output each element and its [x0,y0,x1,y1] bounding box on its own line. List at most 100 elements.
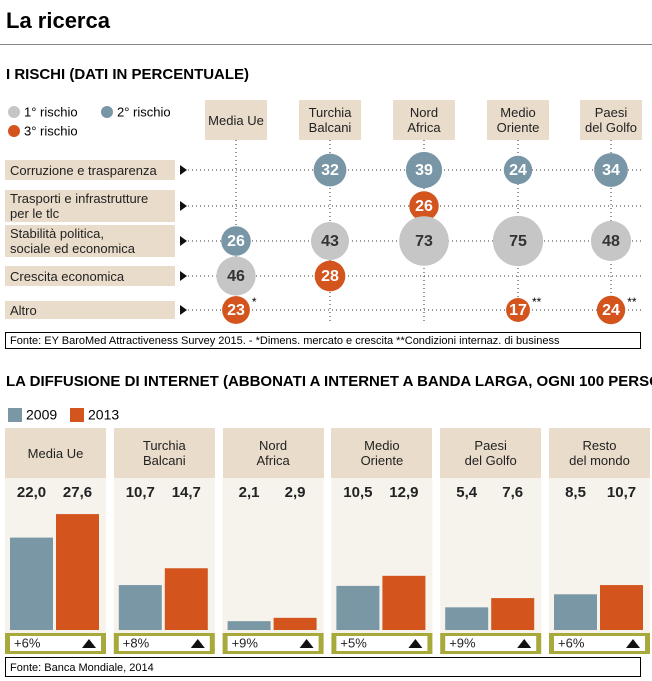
change-arrow [517,639,532,648]
row-label: Altro [5,301,175,319]
bubble-label: 48 [602,233,620,250]
row-label: Trasporti e infrastrutture per le tlc [5,190,175,222]
bar [118,585,162,630]
column-label: Nord Africa [393,100,455,140]
bar [10,537,53,630]
value-label: 22,0 [17,484,46,501]
bubble [313,153,347,187]
column-label: Media Ue [205,100,267,140]
bar [273,617,317,630]
legend-label: 2013 [88,407,119,423]
annotation: ** [627,295,637,309]
bubble-label: 39 [415,162,433,179]
column-label: Paesi del Golfo [580,100,642,140]
bar [600,585,643,630]
value-label: 2,1 [239,484,260,501]
bar [227,621,271,630]
legend-swatch [8,408,22,422]
change-arrow [299,639,314,648]
change-label: +9% [232,635,259,650]
value-label: 2,9 [285,484,306,501]
bubble [399,216,449,266]
bar [336,585,380,630]
change-label: +5% [340,635,367,650]
change-box [336,636,428,651]
source: Fonte: Banca Mondiale, 2014 [5,657,641,677]
category-label: Media Ue [5,428,106,478]
row-pointer [180,201,187,211]
value-label: 7,6 [502,484,523,501]
bubble [222,296,250,324]
bubble-label: 43 [321,233,339,250]
bubble [590,220,632,262]
category-label: Paesi del Golfo [440,428,542,478]
value-label: 10,5 [343,484,372,501]
bubble-label: 23 [227,302,245,319]
bubble [409,191,439,221]
annotation: * [252,295,257,309]
legend-label: 2009 [26,407,57,423]
change-box [10,636,101,651]
legend-label: 2° rischio [117,104,171,119]
change-label: +9% [449,635,476,650]
source: Fonte: EY BaroMed Attractiveness Survey … [5,332,641,349]
separator [0,44,652,45]
bubble-label: 24 [509,162,527,179]
bubble [221,226,251,256]
category-label: Medio Oriente [331,428,433,478]
chart-title: I RISCHI (DATI IN PERCENTUALE) [6,66,250,83]
change-label: +6% [558,635,585,650]
bar [445,607,489,630]
change-label: +6% [14,635,41,650]
column-label: Medio Oriente [487,100,549,140]
bubble-label: 28 [321,268,339,285]
row-label: Stabilità politica, sociale ed economica [5,225,175,257]
bar [491,598,535,630]
bar [56,514,99,630]
category-label: Nord Africa [222,428,324,478]
bubble [314,260,346,292]
legend-swatch [8,106,20,118]
bar [382,575,426,630]
bubble [405,151,443,189]
legend-label: 1° rischio [24,104,78,119]
value-label: 10,7 [607,484,636,501]
row-label: Corruzione e trasparenza [5,160,175,180]
bubble [492,215,544,267]
value-label: 10,7 [126,484,155,501]
change-box [227,636,319,651]
bubble-label: 26 [415,198,433,215]
bubble-label: 73 [415,233,433,250]
bubble [216,256,256,296]
row-label: Crescita economica [5,266,175,286]
bubble [506,298,530,322]
bubble-label: 32 [321,162,339,179]
value-label: 14,7 [172,484,201,501]
change-box [554,636,645,651]
change-arrow [82,639,96,648]
page-title: La ricerca [6,8,110,33]
bar [164,568,208,630]
panel [222,478,324,633]
change-box [445,636,537,651]
bubble-label: 46 [227,268,245,285]
value-label: 8,5 [565,484,586,501]
row-pointer [180,305,187,315]
bar [554,594,597,630]
value-label: 5,4 [456,484,478,501]
value-label: 12,9 [389,484,418,501]
change-arrow [626,639,640,648]
legend-swatch [70,408,84,422]
row-pointer [180,271,187,281]
change-label: +8% [123,635,150,650]
legend-swatch [8,125,20,137]
annotation: ** [532,295,542,309]
bubble [503,155,533,185]
bubble [596,295,626,325]
column-label: Turchia Balcani [299,100,361,140]
bubble-label: 24 [602,302,620,319]
bubble [594,153,628,187]
legend-label: 3° rischio [24,123,78,138]
legend-swatch [101,106,113,118]
